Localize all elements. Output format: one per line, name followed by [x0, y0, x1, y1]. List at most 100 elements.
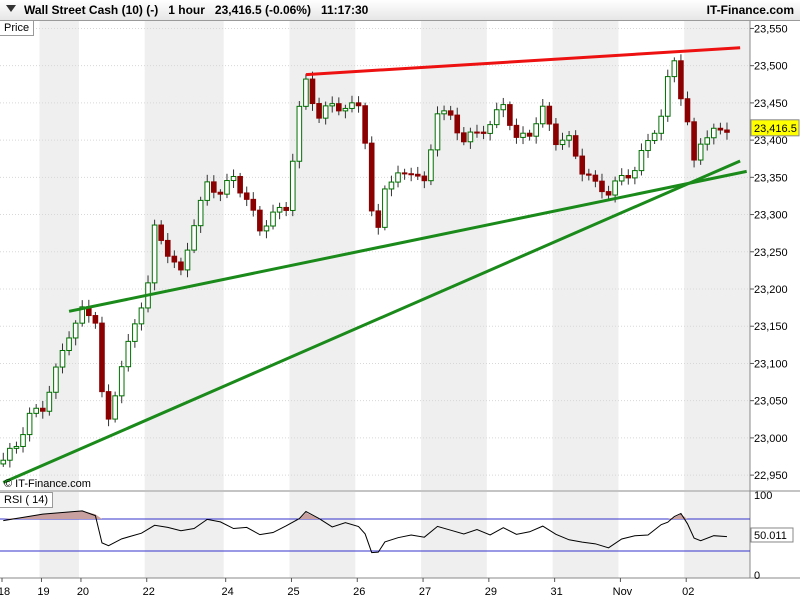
candle-body — [441, 110, 447, 115]
candle-body — [125, 340, 132, 368]
candle-body — [171, 255, 178, 263]
candle-body — [546, 105, 553, 125]
candle-body — [303, 78, 309, 107]
price-panel-label: Price — [0, 21, 35, 36]
candle-body — [257, 209, 263, 232]
x-tick-label: 22 — [143, 586, 155, 598]
candle-body — [382, 188, 388, 228]
price-tick-label: 23,500 — [754, 61, 788, 73]
candle-body — [553, 123, 559, 146]
rsi-value-label: 50.011 — [754, 530, 787, 542]
brand-name: IT-Finance.com — [706, 3, 794, 17]
candle-body — [349, 102, 355, 109]
candle-body — [618, 175, 625, 182]
candle-body — [39, 407, 46, 412]
price-tick-label: 23,200 — [754, 284, 788, 296]
candle-body — [592, 174, 599, 182]
candle-body — [480, 131, 487, 134]
candle-body — [230, 175, 237, 182]
candle-body — [224, 180, 230, 195]
candle-body — [533, 123, 539, 137]
rsi-tick-label: 0 — [754, 570, 760, 582]
rsi-day-shade-band — [552, 492, 619, 578]
candle-body — [474, 131, 480, 134]
candle-body — [704, 137, 711, 145]
day-shade-band — [144, 21, 224, 490]
candle-body — [513, 124, 520, 138]
instrument-title: Wall Street Cash (10) (-) 1 hour 23,416.… — [24, 3, 369, 17]
candle-body — [92, 315, 99, 324]
price-tick-label: 23,300 — [754, 210, 788, 222]
dropdown-arrow-icon[interactable] — [6, 5, 16, 12]
candle-body — [651, 132, 658, 142]
candle-body — [678, 60, 684, 100]
candle-body — [151, 224, 158, 284]
candle-body — [421, 175, 428, 182]
candle-body — [164, 239, 171, 257]
rsi-tick-label: 100 — [754, 490, 772, 502]
candle-body — [724, 129, 730, 133]
candle-body — [243, 192, 250, 200]
candle-body — [59, 350, 66, 368]
x-tick-label: 26 — [353, 586, 365, 598]
price-tick-label: 23,150 — [754, 321, 788, 333]
price-tick-label: 23,400 — [754, 135, 788, 147]
candle-body — [0, 459, 7, 465]
candle-body — [132, 323, 138, 342]
candle-body — [401, 172, 408, 175]
candle-body — [507, 104, 513, 126]
candle-body — [184, 249, 191, 271]
candle-body — [362, 105, 368, 144]
price-tick-label: 23,350 — [754, 172, 788, 184]
candle-body — [33, 407, 39, 414]
day-shade-band — [552, 21, 619, 490]
support-trendline[interactable] — [2, 159, 741, 484]
candle-body — [664, 76, 671, 117]
candle-body — [316, 103, 322, 119]
x-tick-label: 20 — [77, 586, 89, 598]
candle-body — [66, 337, 72, 352]
candle-body — [53, 366, 59, 393]
rsi-day-shade-band — [421, 492, 487, 578]
candle-body — [296, 105, 303, 162]
candle-body — [461, 132, 467, 143]
rsi-day-shade-band — [144, 492, 224, 578]
rsi-value-box — [750, 527, 794, 543]
candle-body — [217, 191, 224, 195]
candle-body — [368, 142, 375, 212]
candle-body — [559, 139, 566, 146]
candle-body — [138, 307, 145, 325]
candle-body — [26, 412, 33, 436]
candle-body — [414, 173, 421, 177]
candle-body — [711, 127, 717, 139]
candle-body — [112, 395, 118, 420]
candle-body — [20, 434, 26, 447]
candle-body — [375, 210, 382, 228]
candle-body — [645, 140, 651, 152]
candle-body — [197, 199, 204, 227]
candle-body — [191, 225, 197, 251]
candle-body — [72, 322, 79, 339]
candle-body — [250, 198, 257, 211]
candle-body — [7, 447, 13, 461]
candle-body — [632, 170, 638, 179]
day-shade-band — [684, 21, 750, 490]
current-price-label: 23,416.5 — [754, 123, 797, 135]
candle-body — [342, 107, 349, 112]
candle-body — [605, 191, 612, 196]
x-tick-label: 25 — [287, 586, 299, 598]
x-tick-label: 19 — [37, 586, 49, 598]
resistance-trendline[interactable] — [305, 46, 741, 77]
candle-body — [79, 306, 86, 324]
rsi-day-shade-band — [684, 492, 750, 578]
candle-body — [355, 102, 362, 107]
candle-body — [434, 113, 441, 151]
candle-body — [395, 172, 401, 183]
candle-body — [520, 132, 526, 138]
price-tick-label: 23,000 — [754, 433, 788, 445]
price-tick-label: 22,950 — [754, 470, 788, 482]
support-trendline[interactable] — [68, 169, 748, 313]
candle-body — [638, 150, 645, 172]
candle-body — [586, 173, 592, 176]
